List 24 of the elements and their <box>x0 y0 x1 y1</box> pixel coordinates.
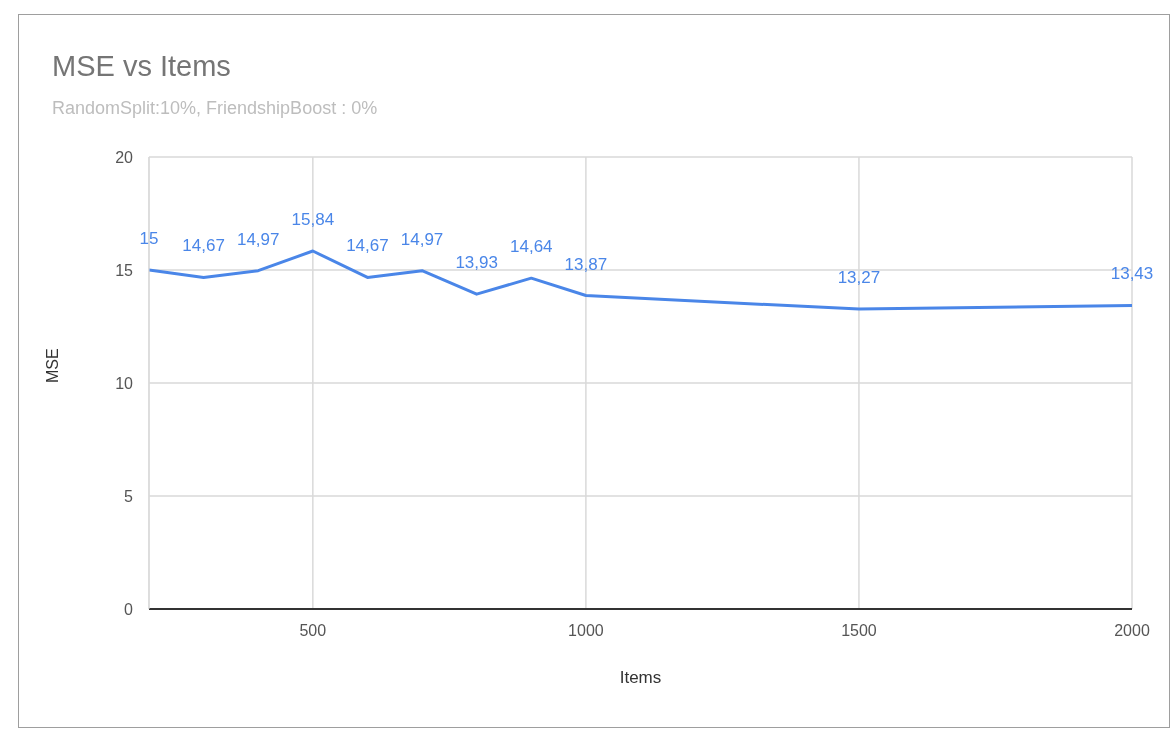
data-label: 14,97 <box>236 229 280 249</box>
data-label: 14,67 <box>182 236 225 256</box>
data-label: 13,87 <box>564 254 608 274</box>
y-tick-label: 0 <box>124 600 134 618</box>
data-label: 15 <box>139 229 159 248</box>
x-tick-label: 1500 <box>841 622 877 640</box>
y-tick-label: 10 <box>115 374 134 392</box>
x-tick-label: 1000 <box>568 622 604 640</box>
data-label: 14,97 <box>400 229 444 249</box>
data-label: 13,43 <box>1110 264 1154 284</box>
chart-title: MSE vs Items <box>52 50 231 83</box>
data-label: 14,64 <box>510 237 553 257</box>
data-label: 13,27 <box>837 268 881 288</box>
y-axis-title: MSE <box>43 348 61 383</box>
x-axis-title: Items <box>619 668 662 688</box>
y-tick-label: 15 <box>115 261 134 279</box>
chart-subtitle: RandomSplit:10%, FriendshipBoost : 0% <box>52 98 378 119</box>
data-label: 14,67 <box>346 236 389 256</box>
y-tick-label: 20 <box>115 148 134 166</box>
data-label: 13,93 <box>455 253 498 273</box>
data-label: 15,84 <box>291 210 335 230</box>
y-tick-label: 5 <box>124 487 134 505</box>
x-tick-label: 2000 <box>1114 622 1150 640</box>
x-tick-label: 500 <box>299 622 327 640</box>
